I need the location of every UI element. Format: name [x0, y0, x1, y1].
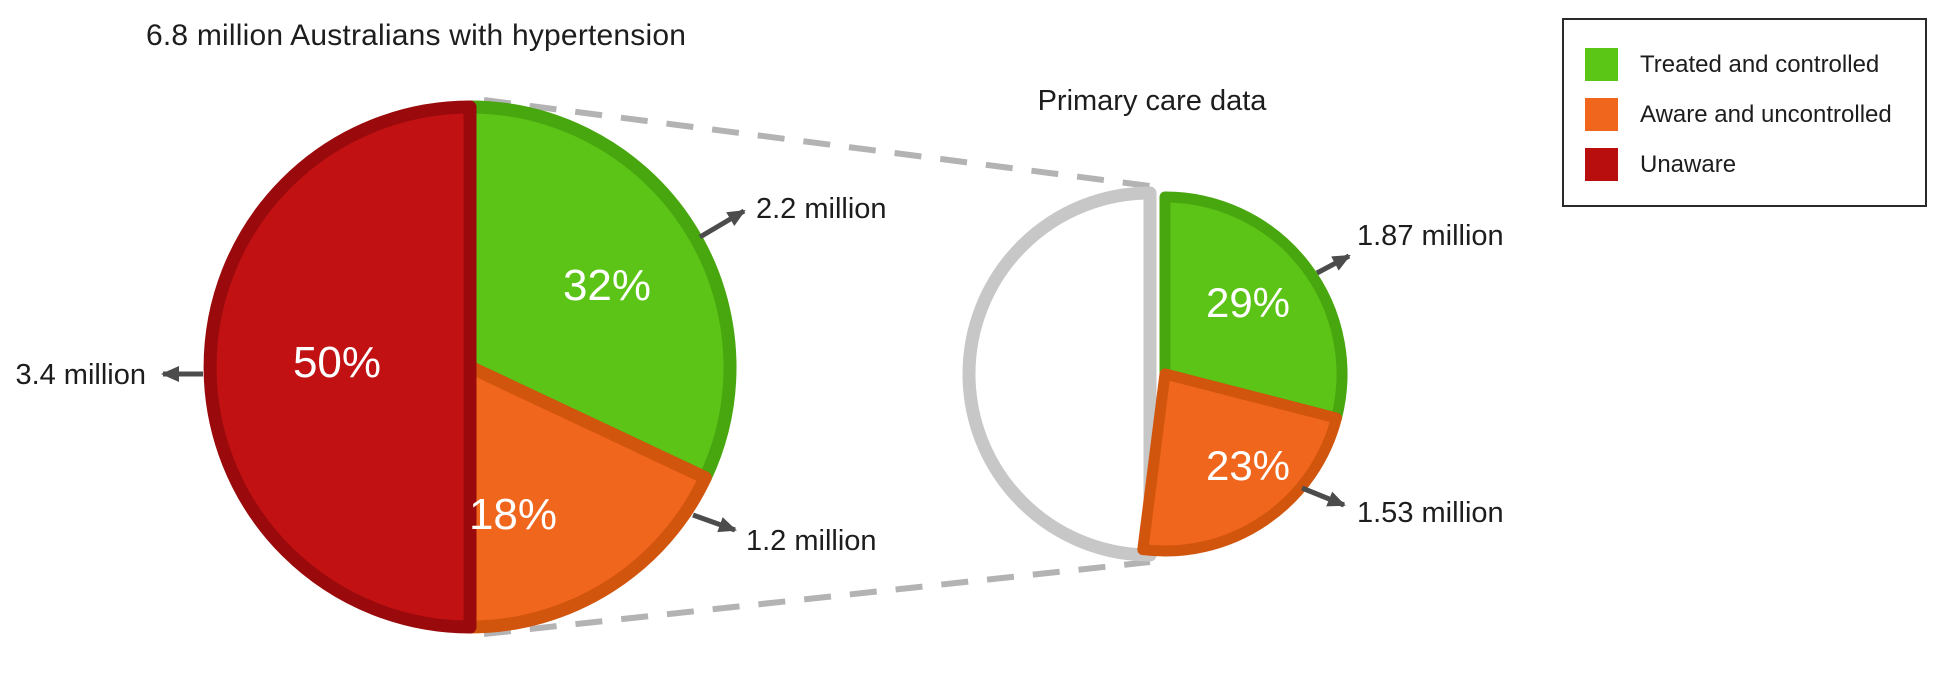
- pie-slice-treated-and-controlled: [1159, 191, 1348, 424]
- legend-swatch-green: [1585, 48, 1618, 81]
- callout-arrow-1-2-million: [692, 512, 737, 533]
- pie-slice-treated-and-controlled: [463, 100, 737, 485]
- callout-label-aware-value: 1.2 million: [746, 525, 877, 557]
- legend-item-aware-and-uncontrolled: Aware and uncontrolled: [1585, 98, 1915, 131]
- legend-item-treated-and-controlled: Treated and controlled: [1585, 48, 1915, 81]
- secondary-chart-title: Primary care data: [1038, 85, 1268, 117]
- legend: Treated and controlled Aware and uncontr…: [1562, 18, 1927, 207]
- slice-percent-label-unaware: 50%: [293, 338, 381, 387]
- legend-swatch-red: [1585, 148, 1618, 181]
- slice-percent-label-treated-pc: 29%: [1206, 279, 1290, 326]
- empty-half-circle: [962, 186, 1157, 562]
- legend-label: Treated and controlled: [1640, 50, 1880, 78]
- legend-swatch-orange: [1585, 98, 1618, 131]
- callout-label-aware-pc-value: 1.53 million: [1357, 497, 1504, 529]
- callout-label-treated-value: 2.2 million: [756, 193, 887, 225]
- slice-percent-label-aware: 18%: [469, 490, 557, 539]
- chart-title: 6.8 million Australians with hypertensio…: [146, 19, 686, 52]
- pie-total-population: [203, 100, 737, 634]
- callout-arrow-2-2-million: [698, 208, 746, 240]
- slice-percent-label-treated: 32%: [563, 261, 651, 310]
- pie-slice-unaware: [203, 100, 477, 634]
- legend-label: Unaware: [1640, 150, 1737, 178]
- callout-arrow-1-87-million: [1315, 253, 1351, 276]
- pie-primary-care: [1137, 191, 1348, 557]
- zoom-connector-line-top: [483, 97, 1151, 189]
- callout-arrow-1-53-million: [1301, 485, 1346, 508]
- callout-label-treated-pc-value: 1.87 million: [1357, 220, 1504, 252]
- legend-label: Aware and uncontrolled: [1640, 100, 1892, 128]
- pie-slice-aware-and-uncontrolled: [1137, 368, 1342, 557]
- pie-slice-aware-and-uncontrolled: [463, 360, 712, 634]
- zoom-connector-line-bottom: [483, 559, 1151, 637]
- slice-percent-label-aware-pc: 23%: [1206, 442, 1290, 489]
- callout-label-unaware-value: 3.4 million: [15, 359, 146, 391]
- legend-item-unaware: Unaware: [1585, 148, 1915, 181]
